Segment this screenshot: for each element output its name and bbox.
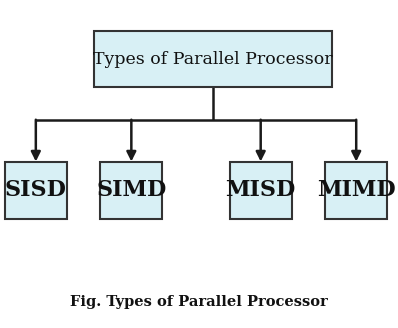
Text: SISD: SISD: [5, 179, 67, 201]
Bar: [230, 161, 291, 219]
Bar: [5, 161, 66, 219]
Text: MIMD: MIMD: [317, 179, 396, 201]
Text: MISD: MISD: [226, 179, 296, 201]
Text: Types of Parallel Processor: Types of Parallel Processor: [93, 51, 333, 68]
Bar: [94, 31, 332, 87]
Text: SIMD: SIMD: [96, 179, 166, 201]
Bar: [100, 161, 162, 219]
Text: Fig. Types of Parallel Processor: Fig. Types of Parallel Processor: [70, 295, 328, 309]
Bar: [326, 161, 387, 219]
